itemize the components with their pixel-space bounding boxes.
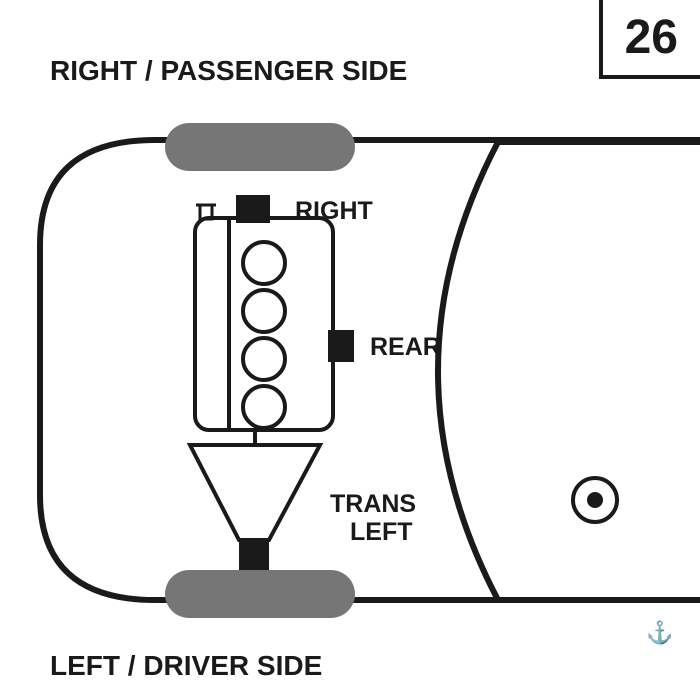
- label-left: LEFT: [350, 518, 413, 547]
- mount-right: [236, 195, 270, 223]
- engine-block: [195, 218, 333, 430]
- wheel-bottom: [165, 570, 355, 618]
- wheel-top: [165, 123, 355, 171]
- label-right: RIGHT: [295, 197, 373, 226]
- label-driver-side: LEFT / DRIVER SIDE: [50, 650, 322, 682]
- page-number: 26: [599, 0, 700, 79]
- label-rear: REAR: [370, 333, 441, 362]
- label-passenger-side: RIGHT / PASSENGER SIDE: [50, 55, 407, 87]
- fuel-cap-inner: [587, 492, 603, 508]
- label-trans: TRANS: [330, 490, 416, 519]
- transmission: [190, 445, 320, 540]
- watermark: ⚓: [646, 620, 673, 645]
- cabin-line: [438, 142, 700, 600]
- mount-trans: [239, 540, 269, 570]
- mount-rear: [328, 330, 354, 362]
- diagram-canvas: ⚓: [0, 0, 700, 700]
